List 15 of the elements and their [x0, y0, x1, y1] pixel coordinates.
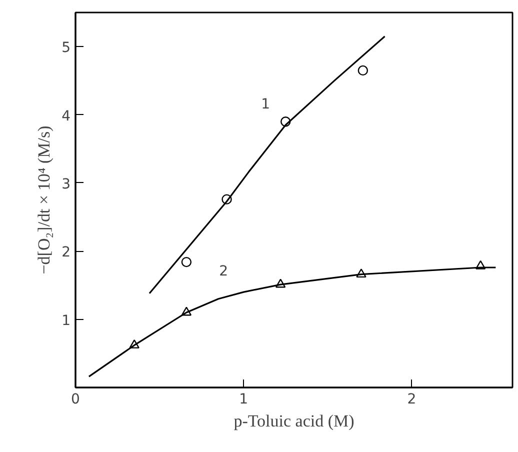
series-label: 1	[261, 96, 270, 112]
y-tick-label: 3	[62, 176, 71, 192]
x-tick-label: 2	[407, 392, 416, 408]
y-axis-title: −d[O₂]/dt × 10⁴ (M/s)	[34, 126, 54, 274]
y-tick-label: 1	[62, 312, 71, 329]
y-tick-label: 2	[62, 244, 71, 261]
y-tick-label: 4	[62, 108, 71, 124]
x-axis-title: p-Toluic acid (M)	[234, 412, 354, 430]
y-tick-label: 5	[62, 40, 71, 56]
point	[181, 256, 192, 268]
line-series	[148, 36, 386, 294]
point	[358, 65, 368, 76]
series-label: 2	[219, 264, 228, 280]
x-tick-label: 0	[71, 392, 80, 408]
x-tick-label: 1	[239, 392, 248, 408]
